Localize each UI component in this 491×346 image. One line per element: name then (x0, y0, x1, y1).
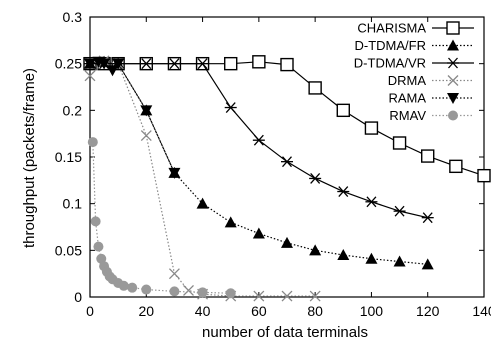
data-point-drma (309, 290, 321, 302)
legend-label-d-tdma-fr: D-TDMA/FR (355, 38, 427, 53)
data-point-charisma (308, 81, 322, 95)
data-point-drma (281, 290, 293, 302)
x-tick-label: 140 (472, 303, 491, 319)
data-point-d-tdma-fr (196, 197, 209, 209)
series-line-rmav (92, 142, 231, 294)
y-tick-label: 0.05 (55, 242, 82, 258)
series-line-d-tdma-fr (89, 61, 428, 265)
series-line-drma (89, 60, 316, 297)
data-point-rama (106, 65, 119, 77)
series-line-rama (89, 61, 175, 174)
data-point-d-tdma-vr (196, 58, 209, 70)
data-point-d-tdma-fr (393, 255, 406, 267)
legend-label-rmav: RMAV (389, 108, 426, 123)
y-tick-label: 0 (74, 289, 82, 305)
legend-label-rama: RAMA (388, 91, 426, 106)
data-point-charisma (336, 103, 350, 118)
y-tick-label: 0.1 (63, 196, 83, 212)
legend-marker-drma (447, 75, 459, 86)
data-point-charisma (364, 121, 379, 135)
data-point-charisma (280, 57, 294, 72)
data-point-d-tdma-vr (281, 156, 293, 168)
data-point-rama (84, 58, 96, 70)
legend-marker-rmav (448, 110, 458, 121)
data-point-d-tdma-fr (309, 244, 322, 256)
x-tick-label: 20 (138, 303, 154, 319)
x-tick-label: 100 (360, 303, 384, 319)
y-tick-label: 0.15 (55, 149, 82, 165)
data-point-rama (140, 105, 153, 117)
y-axis-label: throughput (packets/frame) (21, 68, 38, 248)
data-point-d-tdma-vr (421, 212, 434, 224)
data-point-rama (112, 58, 125, 70)
data-point-d-tdma-vr (309, 173, 322, 184)
data-point-rmav (197, 287, 208, 298)
data-point-drma (140, 130, 152, 141)
data-point-rama (98, 58, 111, 70)
data-point-d-tdma-vr (168, 58, 181, 70)
legend-label-charisma: CHARISMA (357, 21, 426, 36)
data-point-drma (84, 70, 96, 82)
data-point-d-tdma-fr (365, 252, 378, 264)
data-point-charisma (392, 136, 407, 150)
data-point-drma (253, 290, 265, 302)
data-point-rama (168, 167, 181, 179)
x-tick-label: 0 (86, 303, 94, 319)
data-point-d-tdma-fr (281, 236, 293, 248)
data-point-charisma (477, 168, 491, 183)
data-point-rmav (87, 137, 98, 148)
data-point-d-tdma-fr (224, 216, 237, 228)
x-axis-label: number of data terminals (202, 324, 368, 341)
data-point-charisma (252, 55, 266, 69)
data-point-charisma (421, 149, 435, 163)
data-point-d-tdma-fr (421, 258, 434, 270)
data-point-d-tdma-vr (140, 58, 153, 70)
data-point-d-tdma-fr (252, 227, 265, 239)
legend-marker-rama (447, 93, 459, 104)
legend-label-d-tdma-vr: D-TDMA/VR (354, 56, 426, 71)
data-point-rmav (127, 282, 138, 293)
legend-marker-charisma (446, 21, 460, 35)
y-tick-label: 0.2 (63, 102, 83, 118)
y-tick-label: 0.3 (63, 9, 83, 25)
data-point-d-tdma-vr (337, 186, 350, 197)
data-point-rmav (141, 284, 152, 295)
data-point-d-tdma-fr (337, 249, 350, 260)
x-tick-label: 80 (307, 303, 323, 319)
data-point-rmav (93, 241, 104, 252)
data-point-charisma (449, 159, 463, 174)
x-tick-label: 40 (195, 303, 211, 319)
x-tick-label: 120 (416, 303, 440, 319)
legend-label-drma: DRMA (388, 73, 427, 88)
data-point-rmav (225, 288, 236, 299)
legend-marker-d-tdma-vr (447, 57, 459, 69)
legend-marker-d-tdma-fr (447, 39, 459, 51)
data-point-charisma (224, 56, 238, 71)
data-point-drma (183, 285, 194, 296)
data-point-rmav (90, 216, 101, 227)
data-point-d-tdma-vr (224, 102, 237, 113)
data-point-drma (168, 268, 180, 280)
y-tick-label: 0.25 (55, 56, 82, 72)
data-point-d-tdma-vr (365, 196, 378, 208)
data-point-d-tdma-vr (252, 134, 265, 146)
data-point-rmav (118, 280, 129, 291)
data-point-rmav (169, 286, 180, 297)
data-point-d-tdma-vr (393, 205, 406, 217)
x-tick-label: 60 (251, 303, 267, 319)
